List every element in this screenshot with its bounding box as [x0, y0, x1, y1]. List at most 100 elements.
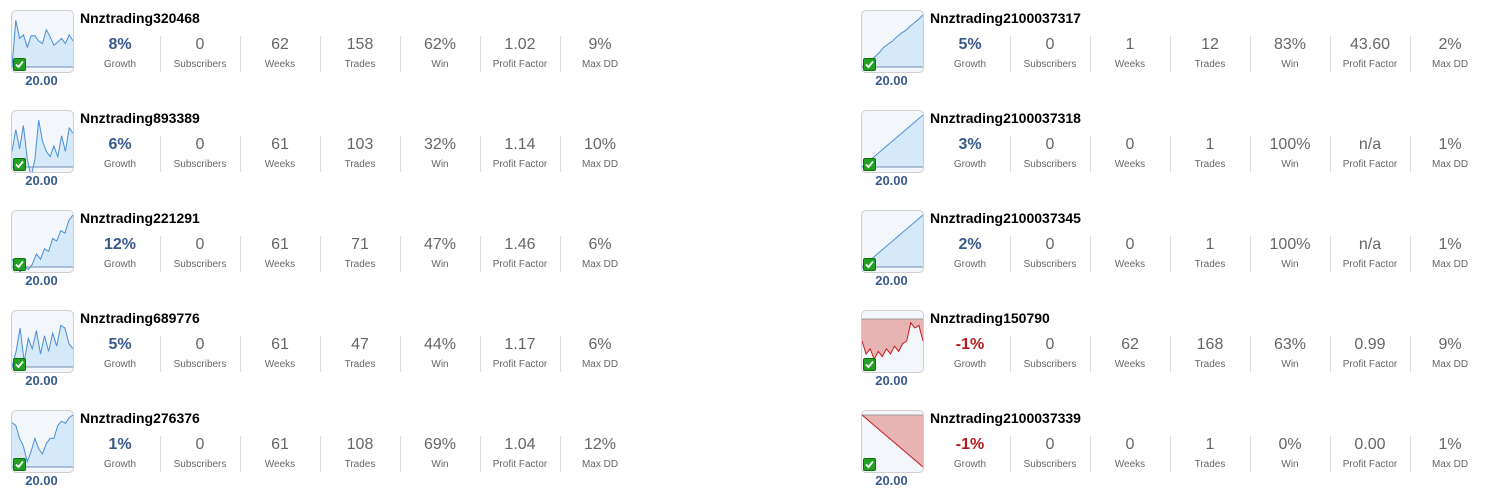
equity-chart-thumbnail[interactable] [861, 10, 924, 73]
stat-value: 0 [195, 136, 205, 153]
signal-name[interactable]: Nnztrading2100037317 [930, 10, 1081, 26]
stat-label: Trades [344, 459, 376, 470]
equity-chart-thumbnail[interactable] [861, 210, 924, 273]
stat-max-dd: 12% Max DD [560, 436, 640, 472]
stat-trades: 12 Trades [1170, 36, 1251, 72]
signal-name[interactable]: Nnztrading689776 [80, 310, 200, 326]
stat-label: Profit Factor [492, 459, 548, 470]
signal-name[interactable]: Nnztrading221291 [80, 210, 200, 226]
signal-card: 20.00 Nnztrading320468 8% Growth 0 Subscriber… [0, 0, 640, 100]
stat-growth: 5% Growth [80, 336, 161, 372]
signal-card: 20.00 Nnztrading150790 -1% Growth 0 Subscribe… [850, 300, 1488, 400]
stat-label: Subscribers [1023, 159, 1077, 170]
stat-subscribers: 0 Subscribers [160, 36, 241, 72]
stat-label: Weeks [264, 459, 296, 470]
equity-curve-fill [12, 415, 73, 467]
stat-value: 12% [583, 436, 617, 453]
stat-trades: 168 Trades [1170, 336, 1251, 372]
signal-card: 20.00 Nnztrading2100037317 5% Growth 0 Subscr… [850, 0, 1488, 100]
equity-chart-thumbnail[interactable] [11, 110, 74, 173]
stat-label: Max DD [1431, 359, 1469, 370]
signal-name[interactable]: Nnztrading150790 [930, 310, 1050, 326]
stat-label: Win [1281, 159, 1299, 170]
signal-price: 20.00 [875, 173, 908, 188]
stat-value: 0.99 [1354, 336, 1386, 353]
stat-label: Max DD [581, 459, 619, 470]
stat-label: Weeks [264, 359, 296, 370]
equity-chart-thumbnail[interactable] [861, 310, 924, 373]
checkmark-icon [13, 258, 26, 271]
stat-win: 100% Win [1250, 136, 1331, 172]
stat-trades: 1 Trades [1170, 436, 1251, 472]
equity-chart-thumbnail[interactable] [11, 210, 74, 273]
signal-name[interactable]: Nnztrading2100037339 [930, 410, 1081, 426]
signal-name[interactable]: Nnztrading320468 [80, 10, 200, 26]
stat-label: Weeks [264, 259, 296, 270]
stat-value: 12 [1201, 36, 1219, 53]
stat-value: 47 [351, 336, 369, 353]
stat-weeks: 0 Weeks [1090, 136, 1171, 172]
stat-label: Subscribers [173, 59, 227, 70]
stat-value: 1 [1125, 36, 1135, 53]
stat-label: Trades [344, 159, 376, 170]
stat-trades: 108 Trades [320, 436, 401, 472]
stat-label: Trades [1194, 159, 1226, 170]
checkmark-icon [863, 258, 876, 271]
stat-subscribers: 0 Subscribers [1010, 36, 1091, 72]
stat-value: 0 [195, 236, 205, 253]
signal-name[interactable]: Nnztrading893389 [80, 110, 200, 126]
signal-price: 20.00 [875, 73, 908, 88]
equity-chart-thumbnail[interactable] [861, 410, 924, 473]
stat-label: Profit Factor [492, 159, 548, 170]
stat-value: 0 [195, 436, 205, 453]
stat-max-dd: 1% Max DD [1410, 136, 1488, 172]
equity-chart-thumbnail[interactable] [861, 110, 924, 173]
signal-price: 20.00 [25, 273, 58, 288]
stat-value: 1.14 [504, 136, 536, 153]
equity-curve-line [12, 120, 73, 172]
stat-label: Growth [953, 359, 987, 370]
stat-value: -1% [955, 336, 985, 353]
equity-chart-thumbnail[interactable] [11, 10, 74, 73]
stat-value: 61 [271, 336, 289, 353]
stat-max-dd: 2% Max DD [1410, 36, 1488, 72]
stat-weeks: 61 Weeks [240, 336, 321, 372]
stat-label: Weeks [264, 159, 296, 170]
stat-win: 63% Win [1250, 336, 1331, 372]
stat-label: Win [431, 159, 449, 170]
stat-label: Growth [953, 259, 987, 270]
stat-label: Subscribers [1023, 359, 1077, 370]
checkmark-icon [863, 58, 876, 71]
stat-weeks: 0 Weeks [1090, 236, 1171, 272]
signal-name[interactable]: Nnztrading2100037318 [930, 110, 1081, 126]
equity-chart-thumbnail[interactable] [11, 410, 74, 473]
equity-chart-thumbnail[interactable] [11, 310, 74, 373]
stat-subscribers: 0 Subscribers [160, 236, 241, 272]
stat-value: 61 [271, 136, 289, 153]
stat-value: 2% [958, 236, 982, 253]
stat-max-dd: 1% Max DD [1410, 236, 1488, 272]
signal-price: 20.00 [25, 173, 58, 188]
stat-profit-factor: 43.60 Profit Factor [1330, 36, 1411, 72]
signal-name[interactable]: Nnztrading276376 [80, 410, 200, 426]
stat-label: Max DD [581, 59, 619, 70]
stat-value: 0 [1045, 36, 1055, 53]
stat-trades: 1 Trades [1170, 236, 1251, 272]
stat-value: 1.04 [504, 436, 536, 453]
stat-value: 2% [1438, 36, 1462, 53]
stat-max-dd: 10% Max DD [560, 136, 640, 172]
stat-label: Profit Factor [1342, 259, 1398, 270]
stat-value: 0 [1045, 436, 1055, 453]
stat-label: Profit Factor [1342, 359, 1398, 370]
equity-curve-line [12, 324, 73, 368]
stat-label: Growth [103, 59, 137, 70]
stat-value: 0 [1045, 336, 1055, 353]
signal-card: 20.00 Nnztrading276376 1% Growth 0 Subscriber… [0, 400, 640, 500]
stat-value: 6% [588, 236, 612, 253]
checkmark-icon [13, 158, 26, 171]
signal-name[interactable]: Nnztrading2100037345 [930, 210, 1081, 226]
stat-subscribers: 0 Subscribers [1010, 436, 1091, 472]
stat-label: Max DD [581, 359, 619, 370]
stat-label: Trades [344, 259, 376, 270]
stat-subscribers: 0 Subscribers [160, 436, 241, 472]
